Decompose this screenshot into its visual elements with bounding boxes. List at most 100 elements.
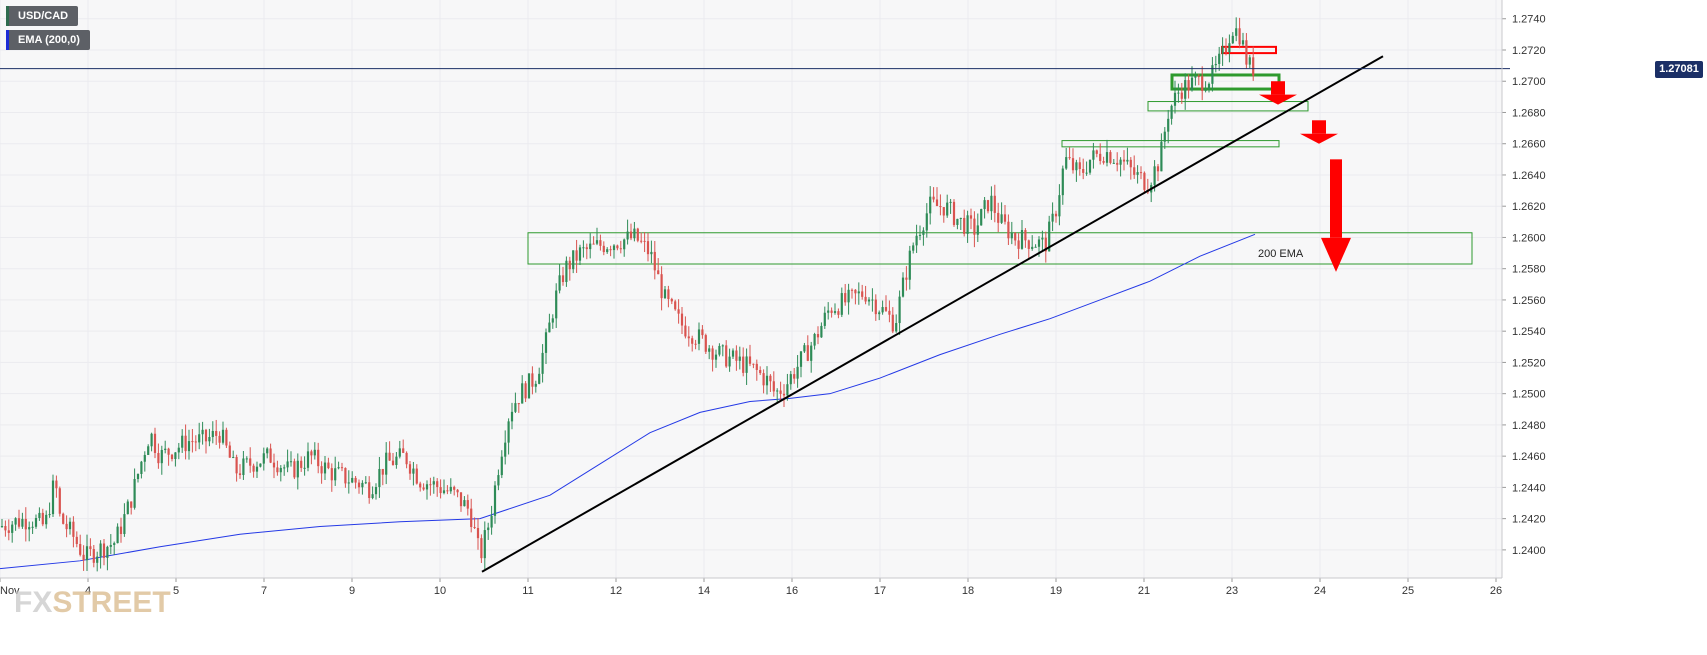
candle-body xyxy=(453,486,456,490)
candle-body xyxy=(779,390,782,394)
candle-body xyxy=(976,225,979,235)
candle-body xyxy=(283,467,286,469)
candle-body xyxy=(31,526,34,528)
candle-body xyxy=(854,289,857,294)
y-tick-label: 1.2640 xyxy=(1512,170,1546,182)
candle-body xyxy=(612,245,616,251)
y-tick-label: 1.2540 xyxy=(1512,326,1546,338)
candle-body xyxy=(340,467,344,469)
y-tick-label: 1.2620 xyxy=(1512,201,1546,213)
candle-body xyxy=(575,250,578,261)
candle-body xyxy=(1194,76,1197,78)
y-tick-label: 1.2740 xyxy=(1512,14,1546,26)
candle-body xyxy=(980,209,983,226)
candle-body xyxy=(867,299,871,302)
candle-body xyxy=(1119,159,1122,165)
candle-body xyxy=(272,462,276,468)
candle-body xyxy=(922,230,925,235)
candle-body xyxy=(487,527,490,531)
candle-body xyxy=(1051,213,1054,222)
candle-body xyxy=(1133,167,1136,175)
y-tick-label: 1.2520 xyxy=(1512,357,1546,369)
candle-body xyxy=(1007,221,1010,239)
candle-body xyxy=(796,366,799,379)
trendline xyxy=(481,55,1384,573)
candle-body xyxy=(204,429,208,442)
candle-body xyxy=(898,296,901,324)
candle-body xyxy=(806,345,809,361)
support-zone xyxy=(1147,101,1309,112)
candle-body xyxy=(524,383,527,399)
candle-body xyxy=(201,429,204,435)
candle-body xyxy=(439,487,442,494)
candle-body xyxy=(62,513,65,524)
x-tick-label: 5 xyxy=(173,585,179,597)
x-tick-label: 24 xyxy=(1314,585,1326,597)
candle-body xyxy=(901,277,905,297)
candle-body xyxy=(215,430,218,436)
legend-indicator-swatch xyxy=(6,30,9,50)
candle-body xyxy=(143,454,146,462)
candle-body xyxy=(191,441,194,443)
candle-body xyxy=(262,453,265,464)
candle-body xyxy=(850,289,854,291)
candle-body xyxy=(704,335,707,352)
candle-body xyxy=(408,464,412,474)
candle-body xyxy=(351,477,354,483)
candle-body xyxy=(1221,46,1224,54)
candle-body xyxy=(714,354,718,360)
candle-body xyxy=(1201,76,1204,91)
candle-body xyxy=(837,311,840,315)
candle-body xyxy=(388,452,391,461)
candle-body xyxy=(493,485,497,516)
candle-body xyxy=(1184,80,1187,99)
candle-body xyxy=(650,251,653,255)
candle-body xyxy=(589,243,592,250)
candle-body xyxy=(1095,150,1098,154)
candle-body xyxy=(279,467,282,473)
candle-body xyxy=(344,467,347,484)
y-tick-label: 1.2460 xyxy=(1512,451,1546,463)
candle-body xyxy=(211,430,214,438)
candle-body xyxy=(79,543,82,555)
zones xyxy=(527,45,1473,265)
candle-body xyxy=(667,289,670,299)
x-tick-label: 23 xyxy=(1226,585,1238,597)
candle-body xyxy=(116,526,119,544)
candle-body xyxy=(969,215,973,219)
candle-body xyxy=(1214,63,1217,66)
candle-body xyxy=(718,345,721,355)
candle-body xyxy=(1061,168,1064,196)
candle-body xyxy=(742,356,745,373)
legend-indicator[interactable]: EMA (200,0) xyxy=(6,30,90,50)
candle-body xyxy=(1139,172,1143,174)
candle-body xyxy=(164,448,167,450)
candle-body xyxy=(793,374,796,379)
x-tick-label: 11 xyxy=(522,585,533,597)
arrow-head xyxy=(1259,94,1297,105)
candle-body xyxy=(85,546,89,561)
legend-symbol[interactable]: USD/CAD xyxy=(6,6,79,26)
candle-body xyxy=(391,460,395,465)
candle-body xyxy=(1092,150,1095,160)
candle-body xyxy=(847,289,850,303)
candle-body xyxy=(738,356,741,361)
candle-body xyxy=(708,348,711,352)
candle-body xyxy=(242,458,245,476)
candle-body xyxy=(327,462,330,469)
candle-body xyxy=(330,468,333,481)
candle-body xyxy=(643,240,646,242)
candle-body xyxy=(606,249,609,253)
candle-body xyxy=(660,274,663,299)
candle-body xyxy=(765,375,769,386)
candle-body xyxy=(1065,157,1068,169)
candle-body xyxy=(674,301,677,310)
candle-body xyxy=(286,461,289,468)
candle-body xyxy=(1211,65,1214,84)
candle-body xyxy=(347,482,350,484)
candle-body xyxy=(534,383,537,387)
candle-body xyxy=(174,452,177,460)
candle-body xyxy=(626,231,629,240)
candle-body xyxy=(419,483,422,488)
candle-body xyxy=(840,293,843,315)
